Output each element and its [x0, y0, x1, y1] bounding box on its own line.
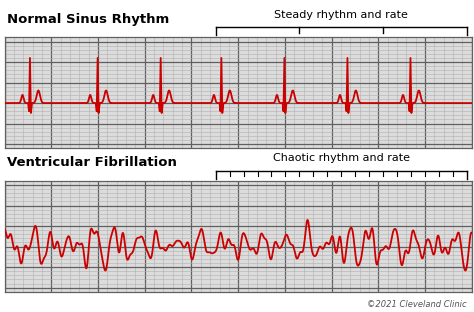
Text: Chaotic rhythm and rate: Chaotic rhythm and rate — [273, 153, 410, 163]
Text: Steady rhythm and rate: Steady rhythm and rate — [274, 10, 408, 20]
Text: Ventricular Fibrillation: Ventricular Fibrillation — [7, 156, 177, 169]
Text: ©2021 Cleveland Clinic: ©2021 Cleveland Clinic — [367, 300, 467, 309]
Text: Normal Sinus Rhythm: Normal Sinus Rhythm — [7, 12, 169, 26]
